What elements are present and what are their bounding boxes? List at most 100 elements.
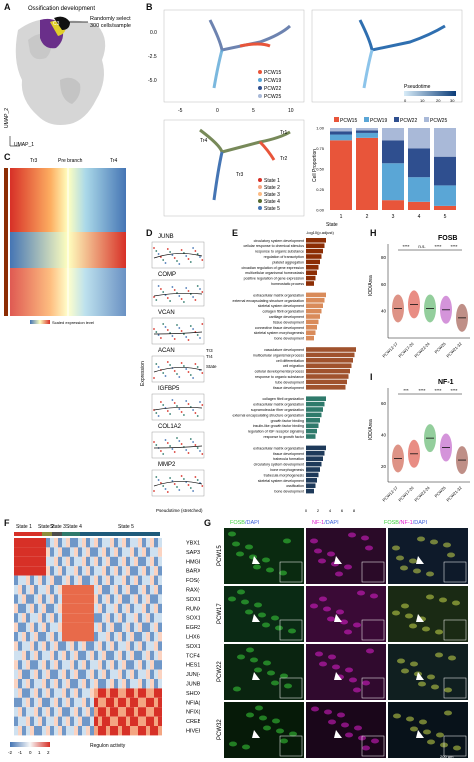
go-bar [306, 374, 349, 379]
gene-point [164, 262, 167, 264]
gene-point [173, 257, 176, 259]
regulon-cell [86, 566, 90, 576]
regulon-cell [142, 622, 146, 632]
regulon-cell [110, 688, 114, 698]
axis-umap1: UMAP_1 [14, 142, 34, 148]
regulon-cell [14, 622, 18, 632]
go-bar [306, 325, 317, 330]
regulon-cell [62, 632, 66, 642]
regulon-cell [130, 650, 134, 661]
go-bar [306, 281, 314, 286]
gene-trend [153, 406, 203, 411]
regulon-cell [66, 575, 70, 585]
regulon-cell [50, 556, 54, 567]
regulon-label: RAX(+) [186, 588, 200, 594]
regulon-cell [58, 585, 62, 595]
regulon-cell [114, 556, 118, 567]
regulon-cell [62, 688, 66, 698]
regulon-cell [134, 716, 138, 726]
bar-segment [408, 177, 430, 202]
go-bar [306, 488, 314, 494]
regulon-cell [74, 547, 78, 557]
if-cell-cluster [427, 739, 435, 745]
if-cell-cluster [353, 687, 361, 693]
regulon-cell [18, 566, 22, 576]
regulon-cell [22, 669, 26, 679]
regulon-cell [42, 679, 46, 689]
regulon-cell [110, 613, 114, 623]
gene-plot-frame [151, 431, 205, 459]
if-cell-cluster [283, 538, 291, 544]
regulon-cell [50, 716, 54, 726]
go-bar [306, 358, 353, 363]
regulon-cell [38, 575, 42, 585]
regulon-cell [110, 669, 114, 679]
regulon-cell [94, 585, 98, 595]
if-cell-cluster [362, 745, 370, 751]
regulon-cell [106, 707, 110, 717]
regulon-cell [154, 688, 158, 698]
regulon-cell [30, 538, 34, 548]
regulon-cell [142, 603, 146, 614]
if-cell-cluster [397, 658, 405, 664]
axis-umap2: UMAP_2 [4, 108, 10, 128]
regulon-cell [102, 538, 106, 548]
if-cell-cluster [279, 570, 287, 576]
regulon-cell [66, 650, 70, 661]
bar-segment [330, 128, 352, 132]
regulon-cell [50, 613, 54, 623]
if-cell-cluster [318, 558, 326, 564]
regulon-cell [106, 547, 110, 557]
regulon-cell [106, 697, 110, 708]
if-cell-cluster [311, 706, 319, 712]
regulon-cell [126, 669, 130, 679]
regulon-cell [34, 716, 38, 726]
regulon-cell [138, 585, 142, 595]
gene-point [183, 301, 185, 303]
regulon-cell [30, 669, 34, 679]
gene-point [153, 328, 155, 330]
regulon-cell [22, 726, 26, 736]
regulon-cell [90, 566, 94, 576]
regulon-cell [46, 650, 50, 661]
regulon-cell [114, 697, 118, 708]
go-term-label: extracellular matrix organization [253, 293, 304, 297]
regulon-cell [34, 679, 38, 689]
regulon-cell [54, 716, 58, 726]
regulon-cell [18, 660, 22, 670]
legend-dot-pcw15 [258, 70, 262, 74]
if-cell-cluster [250, 657, 258, 663]
regulon-cell [78, 575, 82, 585]
regulon-cell [78, 613, 82, 623]
regulon-cell [62, 547, 66, 557]
regulon-cell [114, 716, 118, 726]
regulon-cell [130, 707, 134, 717]
regulon-cell [70, 669, 74, 679]
legend-pcw22: PCW22 [264, 86, 281, 92]
bar-ytick: 0.00 [316, 208, 325, 213]
regulon-cell [142, 632, 146, 642]
regulon-cell [134, 603, 138, 614]
sig-label: **** [434, 244, 441, 249]
annotation-line2: 300 cells/sample [90, 23, 131, 29]
regulon-cell [110, 641, 114, 651]
regulon-cell [74, 716, 78, 726]
bar-segment [356, 130, 378, 133]
regulon-cell [114, 585, 118, 595]
regulon-cell [82, 679, 86, 689]
regulon-cell [126, 613, 130, 623]
regulon-cell [106, 594, 110, 604]
gene-point [199, 337, 201, 339]
go-term-label: growth factor binding [271, 419, 304, 423]
arrowhead-icon [334, 672, 342, 680]
regulon-cell [50, 538, 54, 548]
violin-xtick: PCW12-17 [381, 341, 399, 359]
go-term-label: skeletal system development [258, 304, 304, 308]
regulon-cell [74, 697, 78, 708]
regulon-cell [78, 585, 82, 595]
if-cell-cluster [366, 648, 374, 654]
if-cell-cluster [422, 626, 430, 632]
b-tick-y0: 0.0 [150, 30, 157, 36]
gene-point [155, 363, 158, 365]
regulon-cell [106, 679, 110, 689]
